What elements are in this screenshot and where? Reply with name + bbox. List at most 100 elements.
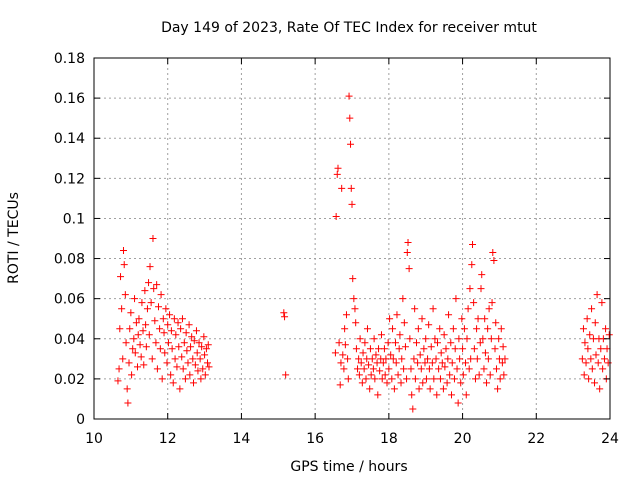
data-point bbox=[366, 385, 374, 393]
data-point bbox=[365, 361, 373, 369]
data-point bbox=[405, 265, 413, 273]
x-tick-label: 24 bbox=[601, 431, 619, 447]
data-point bbox=[188, 333, 196, 341]
data-point bbox=[487, 335, 495, 343]
data-point bbox=[475, 371, 483, 379]
data-point bbox=[463, 335, 471, 343]
data-point bbox=[350, 295, 358, 303]
data-point bbox=[486, 371, 494, 379]
data-point bbox=[281, 313, 289, 321]
data-point bbox=[160, 329, 168, 337]
data-point bbox=[424, 355, 432, 363]
data-point bbox=[435, 365, 443, 373]
chart-title: Day 149 of 2023, Rate Of TEC Index for r… bbox=[161, 20, 537, 36]
data-point bbox=[128, 371, 136, 379]
data-point bbox=[171, 355, 179, 363]
data-point bbox=[196, 355, 204, 363]
data-point bbox=[335, 339, 343, 347]
data-point bbox=[416, 351, 424, 359]
data-point bbox=[579, 325, 587, 333]
data-point bbox=[462, 359, 470, 367]
data-point bbox=[392, 359, 400, 367]
data-point bbox=[403, 249, 411, 257]
data-point bbox=[352, 319, 360, 327]
data-point bbox=[122, 339, 130, 347]
data-point bbox=[440, 331, 448, 339]
data-point bbox=[153, 281, 161, 289]
data-point bbox=[356, 335, 364, 343]
data-point bbox=[387, 351, 395, 359]
data-point bbox=[492, 319, 500, 327]
data-point bbox=[146, 263, 154, 271]
data-point bbox=[362, 375, 370, 383]
data-point bbox=[390, 385, 398, 393]
data-point bbox=[118, 305, 126, 313]
data-point bbox=[434, 339, 442, 347]
data-point bbox=[282, 371, 290, 379]
data-point bbox=[134, 331, 142, 339]
data-point bbox=[389, 355, 397, 363]
data-points bbox=[114, 92, 613, 413]
data-point bbox=[185, 321, 193, 329]
data-point bbox=[142, 321, 150, 329]
data-point bbox=[409, 405, 417, 413]
data-point bbox=[425, 365, 433, 373]
data-point bbox=[179, 365, 187, 373]
data-point bbox=[375, 345, 383, 353]
y-tick-label: 0.12 bbox=[54, 171, 85, 187]
data-point bbox=[187, 343, 195, 351]
x-tick-label: 22 bbox=[527, 431, 545, 447]
data-point bbox=[454, 399, 462, 407]
data-point bbox=[175, 343, 183, 351]
data-point bbox=[414, 359, 422, 367]
y-axis-ticks: 0 0.02 0.04 0.06 0.08 0.1 0.12 0.14 0.16 0.18 bbox=[54, 51, 610, 428]
data-point bbox=[370, 335, 378, 343]
data-point bbox=[155, 303, 162, 311]
data-point bbox=[366, 345, 374, 353]
data-point bbox=[355, 371, 363, 379]
data-point bbox=[433, 391, 441, 399]
data-point bbox=[372, 351, 380, 359]
data-point bbox=[468, 261, 476, 269]
data-point bbox=[140, 361, 148, 369]
data-point bbox=[355, 355, 363, 363]
data-point bbox=[453, 365, 461, 373]
data-point bbox=[197, 375, 205, 383]
data-point bbox=[498, 359, 506, 367]
data-point bbox=[389, 325, 397, 333]
data-point bbox=[124, 399, 132, 407]
data-point bbox=[129, 345, 137, 353]
data-point bbox=[145, 279, 153, 287]
data-point bbox=[337, 359, 345, 367]
data-point bbox=[421, 359, 429, 367]
data-point bbox=[494, 385, 502, 393]
data-point bbox=[489, 249, 497, 257]
data-point bbox=[204, 359, 212, 367]
data-point bbox=[386, 315, 394, 323]
data-point bbox=[490, 257, 498, 265]
data-point bbox=[161, 349, 169, 357]
data-point bbox=[431, 335, 439, 343]
data-point bbox=[385, 365, 393, 373]
data-point bbox=[450, 375, 458, 383]
data-point bbox=[484, 325, 492, 333]
data-point bbox=[388, 375, 396, 383]
x-tick-label: 10 bbox=[85, 431, 103, 447]
data-point bbox=[448, 359, 456, 367]
data-point bbox=[442, 345, 450, 353]
data-point bbox=[596, 385, 604, 393]
x-axis-label: GPS time / hours bbox=[290, 459, 407, 475]
data-point bbox=[603, 345, 611, 353]
data-point bbox=[147, 299, 155, 307]
data-point bbox=[443, 379, 451, 387]
data-point bbox=[602, 325, 610, 333]
data-point bbox=[116, 325, 124, 333]
data-point bbox=[201, 371, 209, 379]
data-point bbox=[117, 273, 125, 281]
data-point bbox=[181, 375, 189, 383]
data-point bbox=[422, 375, 430, 383]
data-point bbox=[159, 315, 167, 323]
x-tick-label: 20 bbox=[454, 431, 472, 447]
data-point bbox=[465, 365, 473, 373]
data-point bbox=[174, 319, 182, 327]
